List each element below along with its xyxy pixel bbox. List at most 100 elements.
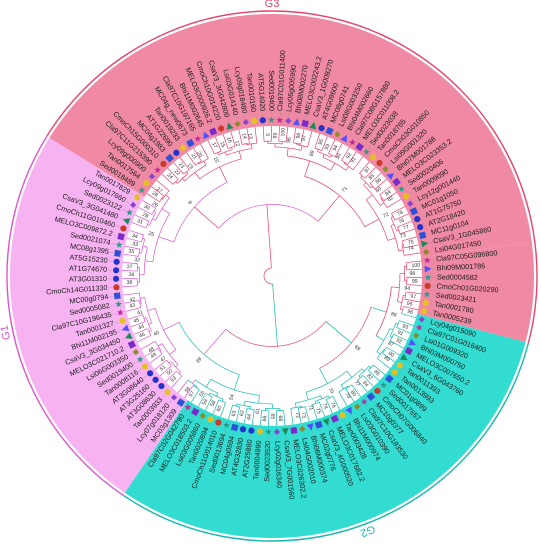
leaf-leader: [244, 114, 246, 119]
branch-arc: [209, 392, 224, 400]
leaf-leader: [417, 207, 422, 210]
branch: [369, 172, 382, 184]
branch: [144, 260, 153, 263]
species-marker: [138, 186, 146, 194]
leaf-leader: [215, 426, 218, 431]
bootstrap-value: 89: [309, 150, 317, 157]
leaf-leader: [118, 217, 123, 220]
bootstrap-value: 98: [409, 271, 415, 277]
branch-arc: [176, 173, 189, 184]
bootstrap-value: 50: [166, 368, 174, 376]
leaf-leader: [223, 428, 226, 433]
bootstrap-value: 13: [246, 133, 253, 140]
species-marker: [267, 116, 275, 123]
branch: [328, 139, 336, 154]
branch: [122, 270, 138, 272]
branch-arc: [145, 317, 152, 332]
group-arc-g3: [527, 242, 538, 344]
branch: [402, 236, 417, 242]
branch: [243, 400, 246, 406]
branch: [359, 161, 370, 174]
leaf-leader: [297, 114, 299, 119]
branch: [225, 151, 227, 156]
bootstrap-value: 10: [212, 156, 220, 164]
branch: [177, 379, 189, 393]
leaf-leader: [404, 184, 409, 187]
species-marker: [203, 131, 210, 140]
bootstrap-value: 94: [332, 144, 340, 152]
branch: [149, 353, 163, 364]
branch: [376, 351, 381, 355]
branch: [386, 346, 400, 356]
bootstrap-value: 30: [143, 204, 151, 212]
branch: [137, 334, 152, 343]
leaf-leader: [235, 116, 237, 121]
tree-background: [122, 126, 422, 426]
bootstrap-value: 31: [136, 218, 144, 226]
species-marker: [126, 208, 133, 216]
branch: [389, 328, 394, 331]
species-marker: [322, 417, 330, 426]
branch: [406, 268, 422, 271]
branch: [330, 155, 333, 158]
leaf-leader: [226, 118, 229, 123]
bootstrap-value: 27: [155, 186, 163, 194]
branch: [285, 126, 289, 142]
branch: [161, 198, 163, 200]
branch: [398, 249, 404, 252]
leaf-leader: [346, 130, 349, 135]
branch: [165, 194, 170, 199]
branch: [205, 396, 213, 411]
branch: [390, 223, 395, 226]
leaf-leader: [420, 216, 425, 218]
species-marker: [239, 426, 247, 433]
branch: [393, 333, 408, 342]
leaf-leader: [122, 209, 126, 212]
branch: [304, 160, 311, 177]
branch: [404, 252, 421, 256]
branch: [377, 358, 391, 369]
leaf-leader: [157, 158, 161, 162]
branch: [142, 245, 148, 248]
leaf-label: CmoCh01G020290: [436, 281, 498, 294]
bootstrap-value: 47: [159, 355, 167, 363]
bootstrap-value: 26: [151, 201, 159, 209]
species-marker: [292, 118, 300, 126]
bootstrap-value: 93: [401, 323, 409, 331]
leaf-leader: [171, 146, 175, 150]
species-marker: [391, 369, 398, 376]
species-marker: [119, 317, 126, 324]
bootstrap-value: 53: [170, 375, 178, 383]
bootstrap-value: 70: [327, 387, 335, 395]
species-marker: [345, 406, 352, 415]
bootstrap-value: 95: [406, 301, 413, 308]
species-marker: [251, 117, 258, 125]
branch: [163, 321, 180, 331]
branch: [158, 236, 175, 243]
branch: [193, 147, 202, 162]
leaf-leader: [113, 234, 118, 236]
leaf-label: AT1G74670: [69, 263, 108, 273]
species-marker: [325, 126, 334, 136]
leaf-leader: [328, 425, 330, 430]
bootstrap-value: 100: [280, 128, 287, 137]
branch-arc: [184, 164, 207, 182]
branch-arc: [193, 385, 200, 390]
leaf-leader: [330, 123, 333, 128]
species-marker: [116, 308, 124, 316]
leaf-leader: [138, 368, 142, 372]
bootstrap-value: 55: [198, 390, 206, 398]
branch: [391, 286, 400, 289]
branch: [190, 389, 200, 403]
species-marker: [113, 258, 120, 265]
bootstrap-value: 44: [138, 324, 146, 332]
branch-arc: [396, 320, 400, 328]
bootstrap-value: 90: [387, 351, 395, 359]
branch: [138, 207, 153, 215]
species-marker: [404, 346, 414, 356]
branch: [374, 178, 387, 190]
branch: [140, 340, 156, 350]
bootstrap-value: 39: [195, 356, 203, 364]
branch-arc: [263, 267, 273, 285]
leaf-leader: [382, 157, 386, 161]
